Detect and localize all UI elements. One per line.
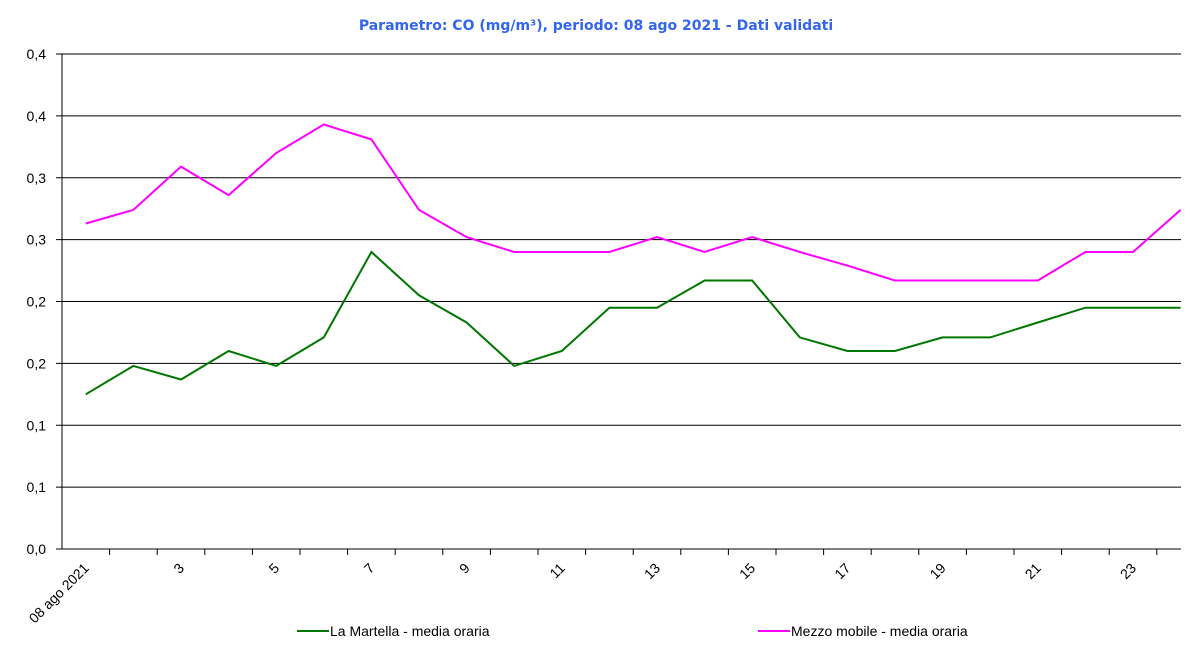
y-tick-label: 0,3 bbox=[27, 170, 47, 186]
x-tick-label: 08 ago 2021 bbox=[26, 560, 93, 627]
x-tick-label: 3 bbox=[170, 560, 187, 577]
x-tick-label: 11 bbox=[546, 560, 568, 582]
y-tick-label: 0,4 bbox=[27, 46, 47, 62]
y-tick-label: 0,1 bbox=[27, 479, 47, 495]
x-tick-label: 5 bbox=[265, 560, 282, 577]
y-tick-label: 0,0 bbox=[27, 541, 47, 557]
x-tick-label: 9 bbox=[456, 560, 473, 577]
x-tick-label: 13 bbox=[641, 560, 663, 582]
x-tick-label: 23 bbox=[1117, 560, 1139, 582]
chart-title: Parametro: CO (mg/m³), periodo: 08 ago 2… bbox=[359, 18, 833, 34]
series-line bbox=[85, 123, 1182, 282]
x-tick-label: 17 bbox=[831, 560, 853, 582]
y-tick-label: 0,2 bbox=[27, 355, 47, 371]
y-tick-label: 0,4 bbox=[27, 108, 47, 124]
y-tick-label: 0,2 bbox=[27, 294, 47, 310]
legend-label: La Martella - media oraria bbox=[330, 623, 490, 639]
legend-label: Mezzo mobile - media oraria bbox=[791, 623, 968, 639]
y-tick-label: 0,3 bbox=[27, 232, 47, 248]
x-tick-label: 15 bbox=[736, 560, 758, 582]
y-tick-label: 0,1 bbox=[27, 417, 47, 433]
x-tick-label: 19 bbox=[926, 560, 948, 582]
x-tick-label: 7 bbox=[361, 560, 378, 577]
series-line bbox=[85, 250, 1181, 396]
x-tick-label: 21 bbox=[1022, 560, 1044, 582]
